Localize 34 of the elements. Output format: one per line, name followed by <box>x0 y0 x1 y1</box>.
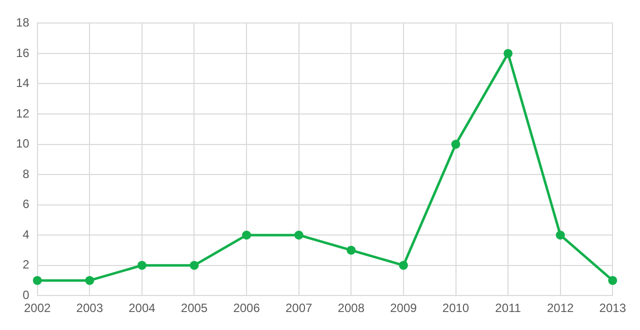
point <box>137 260 146 270</box>
point <box>346 246 356 255</box>
point <box>556 230 565 240</box>
point <box>398 260 408 270</box>
x-tick-label: 2006 <box>233 301 260 316</box>
x-tick-label: 2004 <box>128 301 156 316</box>
x-tick-label: 2005 <box>180 301 208 316</box>
point <box>451 140 460 149</box>
x-tick-label: 2003 <box>76 301 104 316</box>
y-tick-label: 18 <box>16 16 30 30</box>
y-tick-label: 6 <box>22 197 30 212</box>
x-tick-label: 2008 <box>338 301 365 316</box>
x-tick-label: 2009 <box>390 301 418 316</box>
point <box>608 276 618 285</box>
y-tick-label: 12 <box>16 106 30 120</box>
y-tick-label: 2 <box>22 258 30 272</box>
y-tick-label: 8 <box>22 166 30 181</box>
x-tick-label: 2002 <box>24 301 52 316</box>
y-tick-label: 16 <box>16 46 30 60</box>
y-tick-label: 10 <box>16 136 30 151</box>
point <box>294 230 304 240</box>
y-tick-label: 0 <box>22 288 30 302</box>
x-tick-label: 2007 <box>286 301 313 316</box>
point <box>242 230 252 240</box>
point <box>32 276 42 285</box>
y-tick-label: 4 <box>22 227 30 242</box>
point <box>504 48 513 58</box>
y-tick-label: 14 <box>16 76 30 90</box>
x-tick-label: 2010 <box>442 301 470 316</box>
point <box>85 276 94 285</box>
x-tick-label: 2012 <box>547 301 574 316</box>
point <box>190 260 199 270</box>
x-tick-label: 2013 <box>599 301 626 316</box>
x-tick-label: 2011 <box>495 301 522 316</box>
